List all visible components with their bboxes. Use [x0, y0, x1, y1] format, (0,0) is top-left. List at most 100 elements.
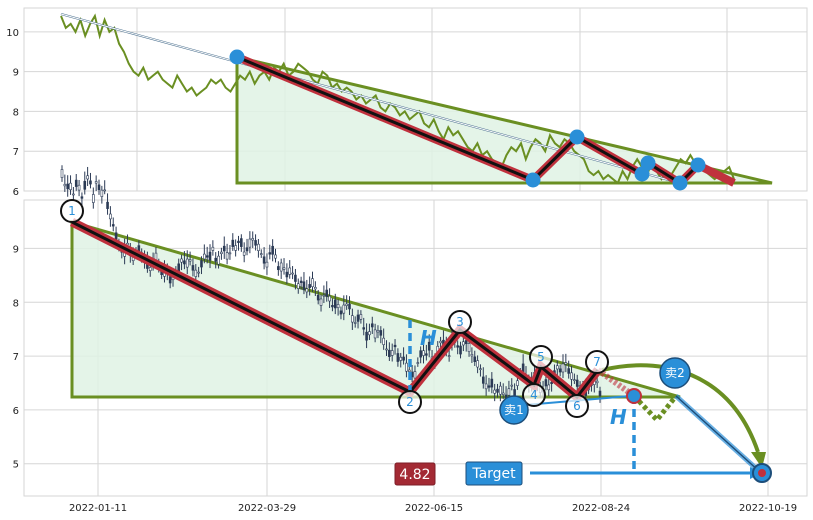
candle-body	[92, 194, 95, 203]
candle-body	[148, 267, 152, 271]
candle-body	[379, 330, 383, 336]
candle-body	[499, 385, 502, 395]
bottom-triangle-area	[70, 220, 681, 399]
candle-body	[109, 213, 112, 220]
candle-body	[308, 284, 311, 288]
target-value-box	[394, 462, 436, 486]
candle-body	[356, 314, 360, 322]
candle-body	[470, 354, 474, 357]
candle-body	[314, 287, 317, 290]
candle-body	[510, 384, 514, 387]
candle-body	[561, 363, 565, 373]
candle-body	[348, 303, 351, 310]
candle-body	[237, 240, 240, 244]
candle-body	[558, 368, 562, 373]
pivot-label: 5	[537, 350, 545, 364]
sell2-label: 卖2	[665, 366, 685, 380]
candle-body	[86, 175, 89, 180]
candle-body	[385, 348, 388, 351]
bottom-x-tick-label: 2022-01-11	[69, 503, 127, 514]
pivot-label: 1	[68, 204, 76, 218]
pivot-label: 7	[593, 355, 601, 369]
candle-body	[111, 224, 115, 227]
candle-body	[382, 337, 385, 345]
candle-body	[234, 245, 237, 251]
candle-body	[402, 356, 405, 361]
sell1-marker: 卖1	[499, 395, 529, 425]
candle-body	[333, 299, 337, 309]
candle-body	[311, 278, 314, 288]
candle-body	[288, 267, 292, 275]
candle-body	[413, 371, 417, 379]
candle-body	[248, 238, 252, 248]
h-label-left: H	[420, 326, 437, 350]
bottom-y-tick-label: 6	[13, 406, 19, 417]
candle-body	[66, 183, 69, 190]
candle-body	[89, 180, 92, 185]
pivot-marker	[522, 383, 546, 407]
candle-body	[220, 251, 223, 255]
candle-body	[217, 255, 220, 265]
candle-body	[285, 271, 289, 278]
candle-body	[205, 255, 209, 258]
candle-body	[296, 283, 300, 289]
target-label: Target	[471, 466, 516, 482]
candle-body	[242, 251, 246, 256]
candle-body	[427, 341, 431, 351]
bottom-x-tick-label: 2022-06-15	[405, 503, 463, 514]
candle-body	[516, 380, 519, 386]
candle-body	[570, 372, 573, 380]
candle-body	[550, 381, 553, 385]
target-value: 4.82	[399, 467, 430, 483]
candle-body	[496, 388, 499, 393]
pivot-marker	[529, 345, 553, 369]
candle-body	[299, 280, 303, 283]
candle-body	[345, 303, 348, 306]
candle-body	[282, 267, 286, 270]
candle-body	[319, 298, 323, 306]
top-pivot-dot	[640, 155, 656, 171]
candle-body	[194, 269, 198, 277]
candle-body	[251, 238, 255, 241]
top-pivot-dot	[672, 175, 688, 191]
candle-body	[501, 392, 505, 395]
pivot-marker	[398, 390, 422, 414]
candle-body	[228, 252, 232, 255]
candle-body	[419, 350, 422, 358]
pivot-label: 3	[456, 315, 464, 329]
candle-body	[393, 344, 397, 348]
candle-body	[459, 345, 462, 355]
candle-body	[200, 260, 203, 268]
candle-body	[490, 378, 494, 388]
candle-body	[481, 376, 485, 384]
candle-body	[462, 341, 465, 346]
candle-body	[479, 368, 482, 370]
candle-body	[362, 327, 366, 330]
top-y-ticks: 6 7 8 9 10	[6, 28, 19, 198]
candle-body	[575, 379, 579, 387]
top-grid	[24, 8, 807, 192]
candle-body	[302, 281, 306, 291]
candle-body	[487, 385, 491, 388]
target-label-box	[465, 461, 523, 486]
candle-body	[464, 340, 468, 344]
top-y-tick-label: 6	[13, 187, 19, 198]
candle-body	[373, 329, 377, 339]
bottom-x-tick-label: 2022-03-29	[238, 503, 296, 514]
candle-body	[271, 245, 274, 255]
candle-body	[185, 258, 189, 268]
candle-body	[370, 323, 374, 328]
pivot-marker	[60, 199, 84, 223]
candle-body	[279, 262, 283, 272]
candle-body	[467, 343, 471, 352]
candle-body	[493, 389, 496, 394]
bottom-y-tick-label: 9	[13, 244, 19, 255]
candle-body	[97, 184, 101, 190]
candle-body	[106, 201, 109, 209]
top-triangle-area	[235, 55, 773, 185]
top-pivot-dot	[569, 129, 585, 145]
candle-body	[103, 189, 106, 192]
candle-body	[507, 388, 511, 396]
candle-body	[83, 180, 87, 190]
candle-body	[476, 360, 479, 368]
